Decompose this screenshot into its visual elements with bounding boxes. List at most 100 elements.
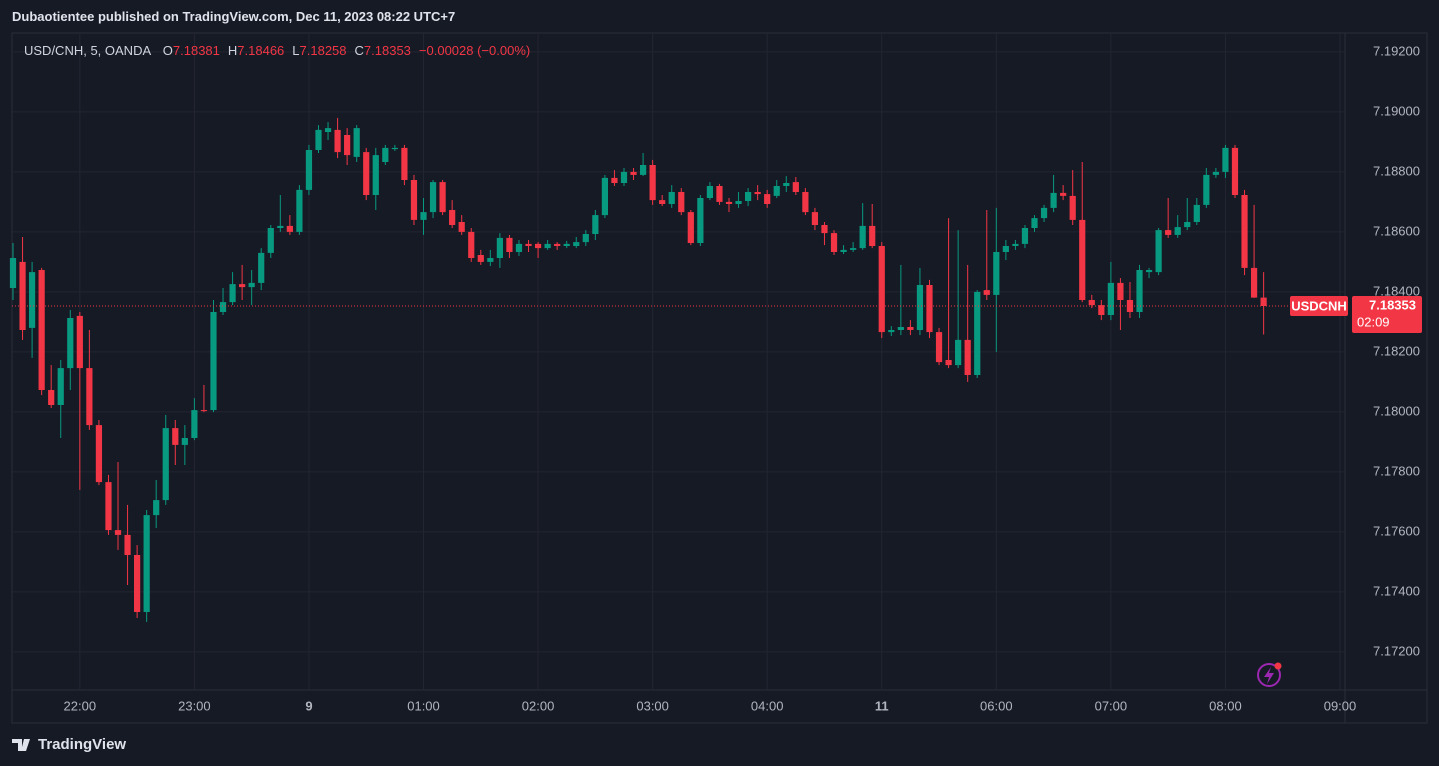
candle-body: [850, 248, 857, 250]
candle-body: [506, 237, 513, 252]
y-tick-label: 7.18200: [1373, 343, 1420, 358]
candle-body: [1050, 192, 1057, 208]
candle-body: [439, 182, 446, 213]
candle-body: [573, 242, 580, 246]
candle-body: [563, 243, 570, 246]
candle-body: [744, 192, 752, 201]
x-tick-label: 23:00: [178, 698, 211, 713]
candle-body: [697, 198, 704, 243]
candle-body: [334, 129, 341, 153]
alert-icon[interactable]: [1257, 662, 1282, 687]
candle-body: [353, 128, 360, 157]
x-tick-label: 9: [305, 698, 312, 713]
candle-body: [277, 225, 284, 228]
candle-body: [181, 438, 188, 445]
candle-body: [258, 252, 265, 283]
x-tick-label: 11: [875, 698, 889, 713]
candle-body: [706, 186, 714, 198]
candle-body: [28, 272, 36, 328]
y-tick-label: 7.17800: [1373, 463, 1420, 478]
candle-body: [1260, 297, 1267, 306]
candle-body: [821, 225, 828, 234]
ohlc-value: 7.18466: [237, 43, 285, 58]
candle-body: [1079, 219, 1086, 300]
candle-body: [19, 261, 26, 330]
x-tick-label: 04:00: [751, 698, 784, 713]
candle-body: [267, 228, 274, 253]
candle-body: [9, 258, 17, 288]
candle-body: [1098, 305, 1105, 315]
x-tick-label: 08:00: [1209, 698, 1242, 713]
candle-body: [477, 255, 484, 262]
candle-body: [802, 192, 809, 213]
candle-body: [1250, 267, 1258, 298]
candle-body: [907, 327, 914, 330]
symbol: USD/CNH, 5, OANDA: [24, 43, 152, 58]
candle-body: [639, 165, 647, 175]
candle-body: [601, 177, 609, 216]
x-tick-label: 01:00: [407, 698, 440, 713]
candle-body: [401, 147, 408, 180]
candle-body: [630, 171, 637, 175]
price-tag-bg: [1352, 296, 1422, 333]
grid: 7.17200 7.17400 7.17600 7.17800 7.18000 7.182…: [12, 33, 1420, 713]
candle-body: [1231, 147, 1239, 195]
y-tick-label: 7.17200: [1373, 643, 1420, 658]
candle-body: [239, 284, 246, 288]
candle-body: [554, 243, 561, 246]
candle-body: [429, 182, 437, 213]
y-tick-label: 7.18600: [1373, 223, 1420, 238]
candle-body: [296, 189, 303, 232]
candle-body: [659, 200, 666, 204]
candle-body: [1040, 207, 1048, 219]
publisher: Dubaotientee published on TradingView.co…: [12, 9, 456, 24]
candle-body: [391, 147, 398, 150]
candle-body: [248, 282, 255, 288]
candle-body: [525, 243, 532, 246]
candle-body: [1145, 270, 1153, 273]
candle-body: [1241, 195, 1248, 268]
candle-body: [534, 243, 542, 249]
candle-body: [229, 284, 236, 303]
y-tick-label: 7.18000: [1373, 403, 1420, 418]
candle-body: [449, 210, 456, 225]
candle-body: [324, 128, 332, 132]
candle-body: [372, 155, 379, 195]
candle-body: [687, 212, 694, 243]
candle-body: [86, 368, 93, 426]
candle-body: [544, 243, 551, 249]
overlay: USDCNH 7.18353 02:09: [12, 296, 1422, 333]
candle-body: [95, 425, 103, 483]
candle-body: [191, 410, 198, 438]
x-tick-label: 22:00: [64, 698, 97, 713]
candle-body: [1184, 222, 1191, 228]
candle-body: [468, 231, 475, 258]
ohlc-value: 7.18381: [172, 43, 220, 58]
candle-body: [1088, 300, 1095, 306]
y-tick-label: 7.18400: [1373, 283, 1420, 298]
candle-body: [764, 194, 771, 204]
candle-body: [974, 291, 981, 375]
candle-body: [1060, 192, 1067, 196]
ohlc-key: C: [354, 43, 364, 58]
y-tick-label: 7.18800: [1373, 163, 1420, 178]
candle-body: [773, 186, 780, 196]
candle-body: [620, 171, 628, 183]
price-tag: 7.18353: [1369, 297, 1416, 312]
candle-body: [735, 201, 742, 204]
y-tick-label: 7.17600: [1373, 523, 1420, 538]
candle-body: [1155, 230, 1162, 273]
candle-body: [48, 390, 55, 405]
y-tick-label: 7.17400: [1373, 583, 1420, 598]
candle-body: [869, 225, 876, 246]
candle-body: [830, 233, 838, 252]
candle-body: [945, 360, 952, 366]
legend: USD/CNH, 5, OANDA O7.18381 H7.18466 L7.182…: [24, 43, 538, 58]
candle-body: [105, 482, 112, 531]
candle-body: [668, 192, 675, 204]
candles: [9, 117, 1267, 622]
candle-body: [1136, 270, 1143, 312]
candle-body: [124, 534, 131, 555]
